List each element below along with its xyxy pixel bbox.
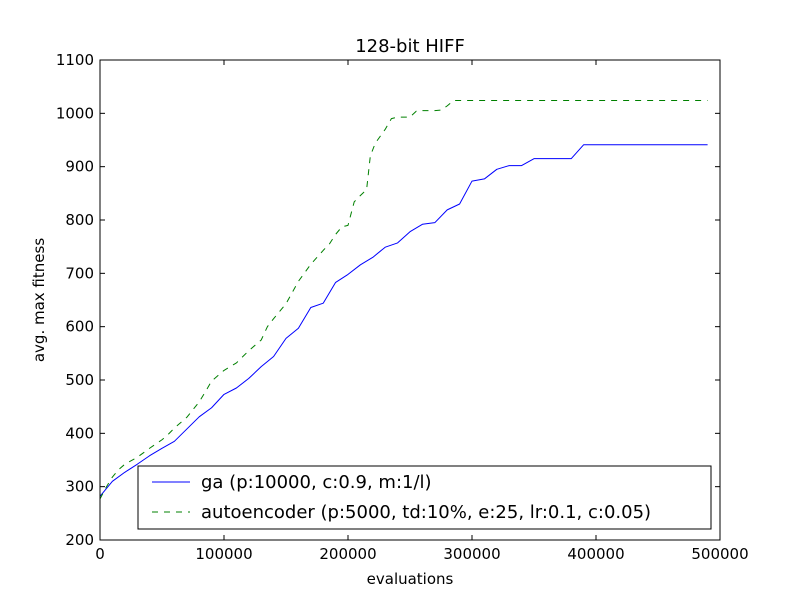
x-tick-label: 100000 (195, 545, 252, 563)
y-tick-label: 1000 (56, 104, 94, 122)
y-tick-label: 500 (65, 371, 94, 389)
legend-box (137, 465, 712, 530)
series-layer (99, 100, 708, 500)
y-axis-label: avg. max fitness (30, 238, 48, 362)
y-tick-label: 800 (65, 211, 94, 229)
y-tick-label: 600 (65, 318, 94, 336)
chart-title: 128-bit HIFF (355, 36, 465, 57)
y-tick-label: 400 (65, 424, 94, 442)
y-tick-label: 200 (65, 531, 94, 549)
y-tick-label: 300 (65, 478, 94, 496)
y-tick-label: 900 (65, 158, 94, 176)
x-tick-label: 300000 (443, 545, 500, 563)
y-tick-label: 1100 (56, 51, 94, 69)
legend-label-autoencoder: autoencoder (p:5000, td:10%, e:25, lr:0.… (201, 502, 651, 523)
x-tick-label: 400000 (567, 545, 624, 563)
x-axis-label: evaluations (367, 570, 454, 588)
y-tick-label: 700 (65, 264, 94, 282)
legend-label-ga: ga (p:10000, c:0.9, m:1/l) (201, 472, 432, 493)
series-line-autoencoder (99, 100, 708, 500)
ticks-layer: 0 100000 200000 300000 400000 500000 200 300 400… (56, 51, 749, 563)
legend: ga (p:10000, c:0.9, m:1/l) autoencoder (… (137, 465, 712, 530)
x-tick-label: 200000 (319, 545, 376, 563)
plot-frame (99, 59, 721, 541)
x-tick-label: 0 (95, 545, 105, 563)
x-tick-label: 500000 (691, 545, 748, 563)
series-line-ga (99, 144, 708, 497)
